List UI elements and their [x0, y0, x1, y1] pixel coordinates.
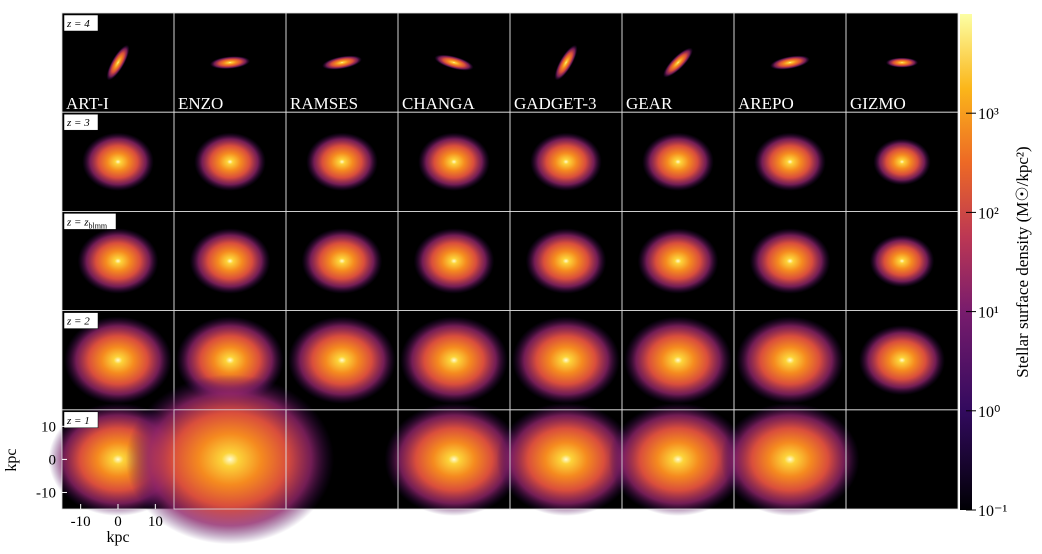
galaxy-image: [720, 402, 860, 516]
redshift-label: z = 2: [66, 316, 90, 328]
galaxy-image: [194, 132, 266, 192]
code-label: ENZO: [178, 94, 223, 113]
galaxy-image: [106, 44, 130, 81]
code-label: GEAR: [626, 94, 673, 113]
code-label: GIZMO: [850, 94, 906, 113]
galaxy-image: [306, 132, 378, 192]
y-tick-label: 10: [41, 419, 56, 435]
galaxy-image: [608, 402, 748, 516]
colorbar-tick-label: 10²: [978, 205, 999, 222]
redshift-box: [63, 411, 99, 429]
galaxy-image: [642, 132, 714, 192]
redshift-label: z = zblmm: [66, 216, 108, 230]
galaxy-image: [496, 402, 636, 516]
galaxy-image: [754, 132, 826, 192]
colorbar-tick-label: 10⁰: [978, 404, 1000, 421]
redshift-label: z = 1: [66, 415, 90, 427]
galaxy-image: [624, 316, 732, 405]
colorbar: [960, 14, 972, 510]
colorbar-tick-label: 10³: [978, 106, 999, 123]
redshift-text: z = z: [66, 216, 89, 228]
redshift-text: z = 1: [66, 415, 90, 427]
redshift-label: z = 4: [66, 18, 90, 30]
galaxy-image: [413, 228, 495, 294]
galaxy-image: [418, 132, 490, 192]
galaxy-image: [400, 316, 508, 405]
galaxy-image: [322, 55, 362, 70]
galaxy-image: [858, 325, 946, 396]
redshift-box: [63, 14, 99, 32]
redshift-text: z = 3: [66, 117, 90, 129]
galaxy-image: [736, 316, 844, 405]
galaxy-image: [770, 55, 810, 70]
galaxy-image: [77, 228, 159, 294]
code-label: ART-I: [66, 94, 109, 113]
galaxy-image: [434, 54, 474, 71]
galaxy-image: [749, 228, 831, 294]
galaxy-image: [125, 374, 335, 545]
colorbar-label: Stellar surface density (M☉/kpc²): [1013, 146, 1032, 377]
galaxy-image: [869, 234, 935, 288]
galaxy-image: [525, 228, 607, 294]
redshift-text: z = 2: [66, 316, 90, 328]
redshift-box: [63, 113, 99, 131]
galaxy-image: [288, 316, 396, 405]
x-tick-label: -10: [71, 514, 91, 530]
y-tick-label: 0: [49, 452, 57, 468]
galaxy-image: [209, 56, 251, 70]
galaxy-image: [873, 138, 931, 186]
redshift-subscript: blmm: [88, 221, 107, 230]
galaxy-image: [637, 228, 719, 294]
galaxy-image: [384, 402, 524, 516]
galaxy-image: [82, 132, 154, 192]
x-tick-label: 10: [148, 514, 163, 530]
galaxy-image: [64, 316, 172, 405]
galaxy-image: [530, 132, 602, 192]
code-label: GADGET-3: [514, 94, 596, 113]
colorbar-tick-label: 10¹: [978, 305, 999, 322]
galaxy-image: [554, 44, 578, 81]
code-label: RAMSES: [290, 94, 358, 113]
code-label: AREPO: [738, 94, 794, 113]
x-tick-label: 0: [114, 514, 122, 530]
redshift-text: z = 4: [66, 18, 90, 30]
x-axis-label: kpc: [106, 529, 129, 546]
galaxy-image: [301, 228, 383, 294]
galaxy-image: [512, 316, 620, 405]
redshift-box: [63, 312, 99, 329]
redshift-box: [63, 213, 117, 230]
y-axis-label: kpc: [3, 448, 20, 471]
code-label: CHANGA: [402, 94, 475, 113]
galaxy-image: [885, 57, 919, 68]
colorbar-tick-label: 10⁻¹: [978, 503, 1007, 520]
panel-border: [845, 409, 959, 510]
galaxy-image: [663, 47, 693, 78]
redshift-label: z = 3: [66, 117, 90, 129]
galaxy-image: [189, 228, 271, 294]
y-tick-label: -10: [36, 485, 56, 501]
